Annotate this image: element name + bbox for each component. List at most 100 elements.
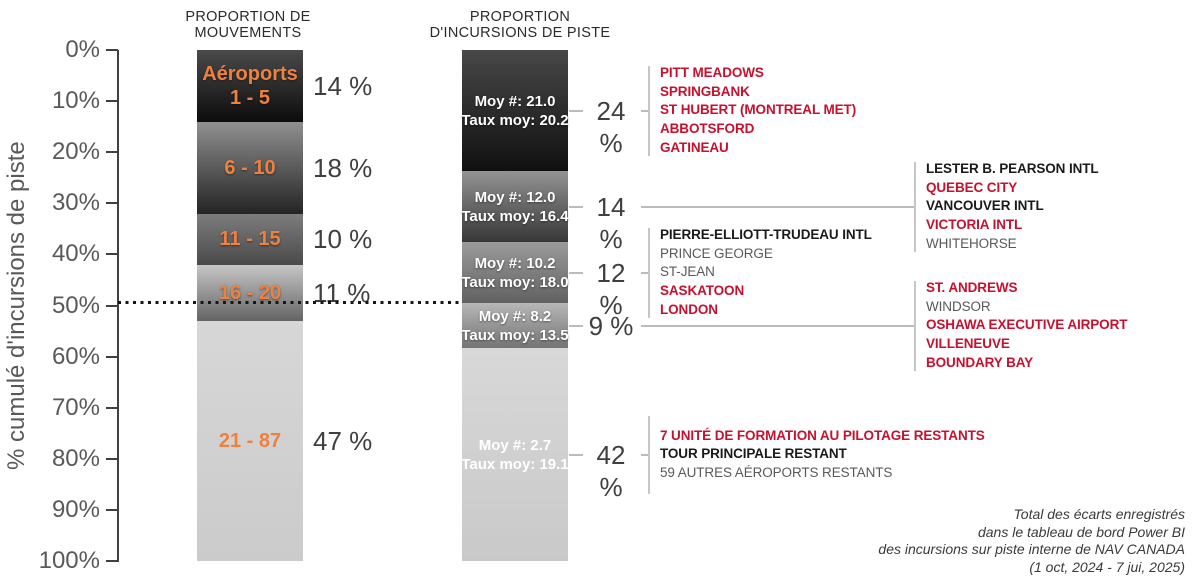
segment-label-line: 16 - 20 (218, 281, 282, 304)
segment-label-line: 21 - 87 (218, 429, 282, 452)
y-axis-tick-label: 10% (51, 87, 100, 115)
airport-item: LESTER B. PEARSON INTL (926, 161, 1099, 177)
airport-item: WINDSOR (926, 298, 991, 314)
segment-label-line: Moy #: 12.0 (474, 188, 556, 206)
segment-label-line: Moy #: 10.2 (474, 254, 556, 272)
segment-label: Moy #: 10.2 Taux moy: 18.0 (461, 254, 568, 292)
segment-label: Moy #: 8.2 Taux moy: 13.5 (461, 307, 568, 345)
incursions-bar-title: PROPORTION D'INCURSIONS DE PISTE (408, 9, 632, 41)
y-axis-line (117, 50, 119, 562)
y-axis-tick-mark (106, 457, 118, 460)
y-axis-tick-mark (106, 304, 118, 307)
group-bracket (648, 227, 650, 318)
airport-item: VICTORIA INTL (926, 217, 1023, 233)
group-bracket (648, 415, 650, 494)
incursions-pct-label-5: 42 % (596, 439, 626, 502)
connector-line (569, 453, 583, 456)
group-bracket (648, 65, 650, 156)
airport-item: VANCOUVER INTL (926, 198, 1044, 214)
movements-segment-2: 6 - 10 (197, 121, 303, 214)
airport-group-1: PITT MEADOWS SPRINGBANK ST HUBERT (MONTREA… (660, 64, 856, 158)
airport-item: LONDON (660, 301, 718, 317)
segment-label: 21 - 87 (219, 429, 281, 453)
airport-item: SPRINGBANK (660, 83, 750, 99)
airport-item: ST HUBERT (MONTREAL MET) (660, 102, 857, 118)
y-axis-tick-mark (106, 560, 118, 562)
segment-label-line: Taux moy: 18.0 (461, 273, 569, 291)
airport-item: ABBOTSFORD (660, 121, 755, 137)
airport-item: 7 UNITÉ DE FORMATION AU PILOTAGE RESTANT… (660, 427, 985, 443)
y-axis-tick-label: 0% (65, 36, 100, 63)
movements-segment-1: Aéroports 1 - 5 (197, 50, 303, 122)
airport-item: PIERRE-ELLIOTT-TRUDEAU INTL (660, 226, 872, 242)
incursions-pct-label-3: 12 % (596, 257, 626, 320)
incursions-segment-3: Moy #: 10.2 Taux moy: 18.0 (461, 242, 569, 303)
segment-label-line: 11 - 15 (219, 228, 281, 251)
segment-label-line: Taux moy: 20.2 (461, 111, 569, 129)
segment-label: Moy #: 21.0 Taux moy: 20.2 (461, 92, 568, 130)
movements-pct-label-5: 47 % (313, 425, 373, 456)
airport-item: 59 AUTRES AÉROPORTS RESTANTS (660, 465, 893, 481)
segment-label-line: Taux moy: 16.4 (461, 207, 569, 225)
connector-line (641, 324, 914, 327)
segment-label-line: Moy #: 8.2 (478, 307, 552, 325)
airport-group-4: ST. ANDREWS WINDSOR OSHAWA EXECUTIVE AIRPO… (926, 279, 1127, 373)
connector-line (641, 205, 914, 208)
group-bracket (914, 280, 916, 371)
airport-item: VILLENEUVE (926, 336, 1010, 352)
y-axis-tick-mark (106, 202, 118, 205)
connector-line (641, 271, 648, 274)
incursions-segment-5: Moy #: 2.7 Taux moy: 19.1 (461, 348, 569, 561)
movements-segment-4: 16 - 20 (197, 264, 303, 321)
incursions-bar-title-line2: D'INCURSIONS DE PISTE (429, 25, 611, 41)
segment-label-line: Taux moy: 13.5 (461, 326, 569, 344)
movements-pct-label-1: 14 % (313, 70, 373, 101)
segment-label-line: Aéroports (202, 62, 298, 85)
airport-item: PITT MEADOWS (660, 64, 764, 80)
y-axis-tick-label: 80% (51, 444, 100, 472)
source-footnote: Total des écarts enregistrés dans le tab… (878, 506, 1185, 576)
y-axis-tick-label: 40% (51, 240, 100, 268)
airport-group-5: 7 UNITÉ DE FORMATION AU PILOTAGE RESTANT… (660, 427, 985, 483)
movements-bar-title: PROPORTION DE MOUVEMENTS (143, 9, 353, 41)
incursions-pct-label-2: 14 % (596, 191, 626, 254)
airport-item: SASKATOON (660, 282, 745, 298)
airport-item: GATINEAU (660, 139, 729, 155)
y-axis-tick-mark (106, 151, 118, 154)
group-bracket (914, 161, 916, 252)
airport-item: PRINCE GEORGE (660, 245, 773, 261)
movements-bar-title-line2: MOUVEMENTS (194, 25, 302, 41)
segment-label: 11 - 15 (219, 227, 280, 251)
airport-item: ST-JEAN (660, 264, 715, 280)
y-axis-tick-mark (106, 100, 118, 103)
incursions-bar: Moy #: 21.0 Taux moy: 20.2 Moy #: 12.0 Taux… (461, 50, 569, 561)
movements-pct-label-3: 10 % (313, 224, 373, 255)
airport-item: BOUNDARY BAY (926, 354, 1034, 370)
incursions-segment-2: Moy #: 12.0 Taux moy: 16.4 (461, 171, 569, 243)
airport-item: QUEBEC CITY (926, 179, 1018, 195)
y-axis-tick-mark (106, 508, 118, 511)
movements-segment-5: 21 - 87 (197, 320, 303, 561)
segment-label: Aéroports 1 - 5 (202, 62, 298, 110)
y-axis-tick-label: 30% (51, 189, 100, 217)
connector-line (641, 453, 648, 456)
y-axis-tick-label: 100% (38, 547, 100, 574)
connector-line (569, 324, 583, 327)
y-axis-tick-mark (106, 253, 118, 256)
segment-label-line: Moy #: 21.0 (474, 92, 556, 110)
movements-segment-3: 11 - 15 (197, 213, 303, 265)
movements-bar-title-line1: PROPORTION DE (185, 9, 311, 25)
connector-line (569, 271, 583, 274)
movements-bar: Aéroports 1 - 5 6 - 10 11 - 15 16 - 20 21 - 8… (197, 50, 303, 561)
connector-line (569, 205, 583, 208)
segment-label: 6 - 10 (224, 156, 275, 180)
y-axis-tick-label: 70% (51, 393, 100, 421)
airport-group-3: PIERRE-ELLIOTT-TRUDEAU INTL PRINCE GEORGE… (660, 226, 872, 320)
fifty-percent-reference-line (118, 301, 462, 304)
airport-item: ST. ANDREWS (926, 279, 1018, 295)
segment-label-line: 6 - 10 (224, 156, 276, 179)
segment-label: Moy #: 2.7 Taux moy: 19.1 (461, 436, 568, 474)
incursions-pct-label-1: 24 % (596, 95, 626, 158)
airport-group-2: LESTER B. PEARSON INTL QUEBEC CITY VANCOUV… (926, 160, 1099, 254)
